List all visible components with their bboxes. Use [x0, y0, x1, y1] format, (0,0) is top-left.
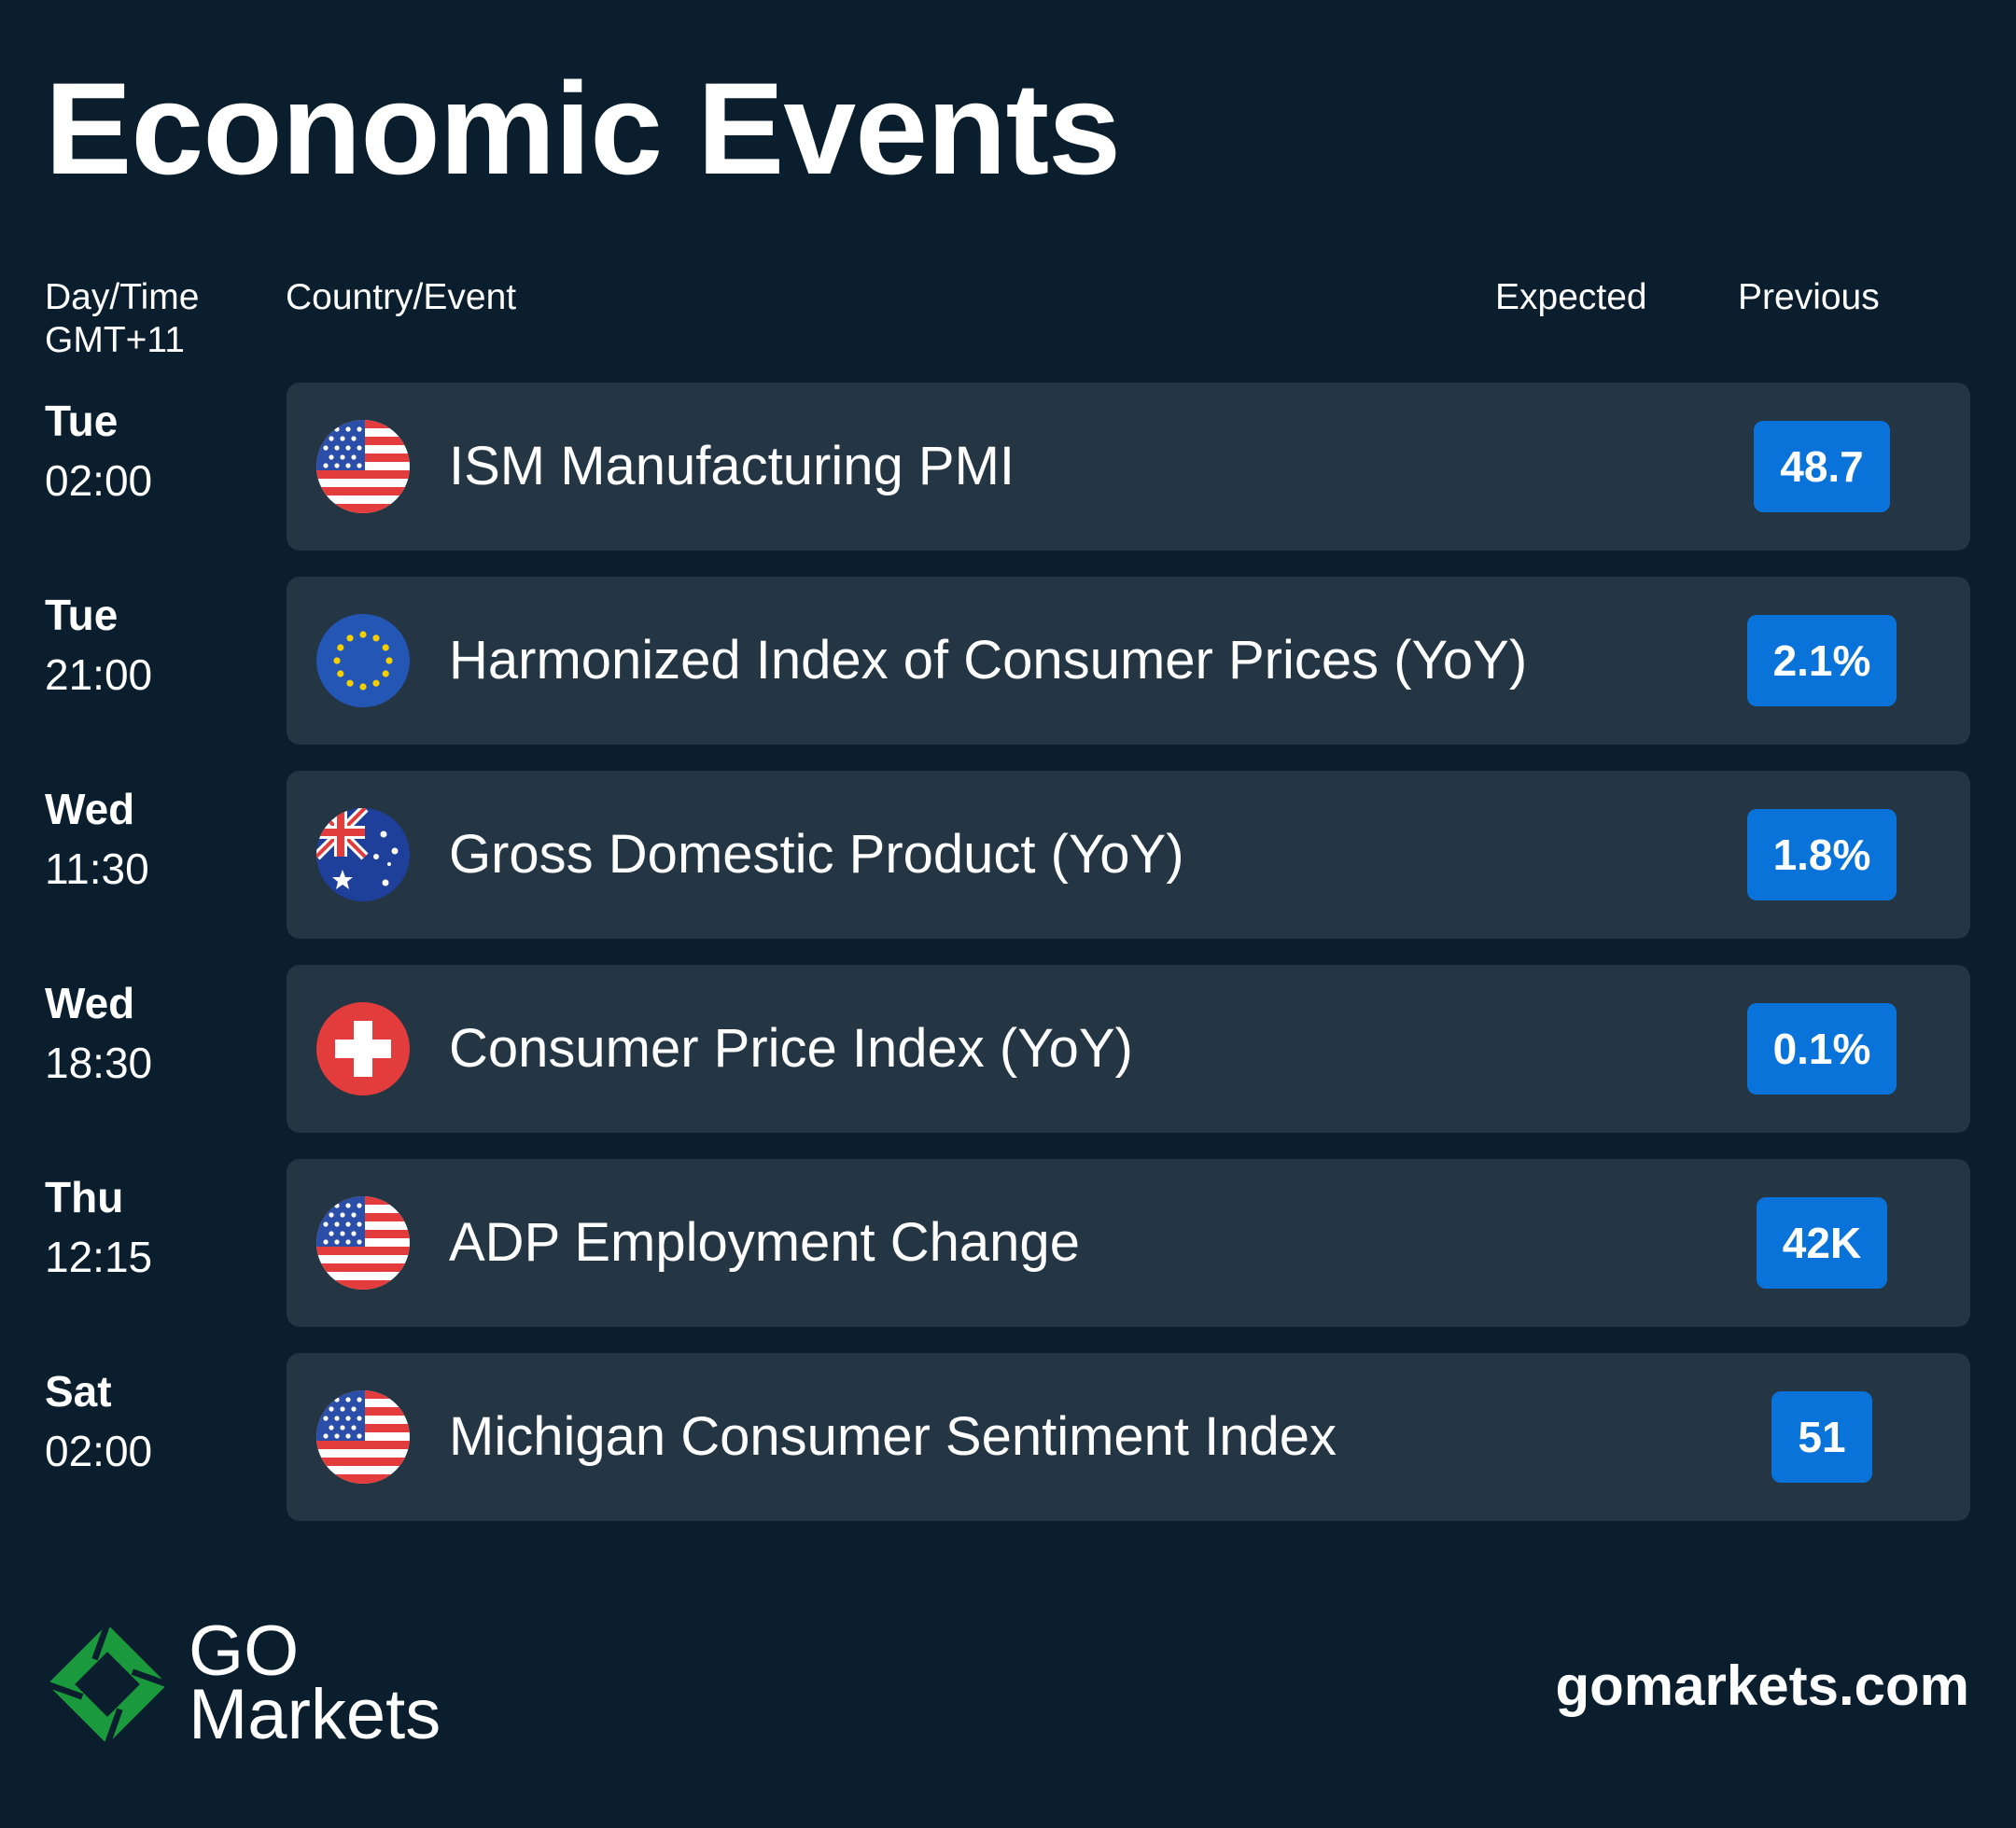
event-time: 11:30 — [45, 844, 149, 893]
column-header-country-event: Country/Event — [286, 277, 517, 317]
brand-wordmark: GO Markets — [189, 1612, 441, 1754]
previous-value-badge: 0.1% — [1746, 1003, 1897, 1095]
event-time: 21:00 — [45, 650, 153, 699]
us-flag-icon — [316, 1390, 410, 1484]
event-time-cell: Tue 21:00 — [45, 593, 269, 696]
column-header-day-time: Day/Time GMT+11 — [45, 276, 199, 362]
eu-flag-icon — [316, 614, 410, 707]
event-time: 12:15 — [45, 1233, 153, 1281]
previous-value-badge: 42K — [1756, 1197, 1888, 1289]
event-time-cell: Sat 02:00 — [45, 1370, 269, 1472]
event-time: 02:00 — [45, 456, 153, 505]
event-name: Consumer Price Index (YoY) — [449, 1018, 1133, 1079]
previous-cell: 42K — [1744, 1159, 1899, 1327]
brand-line-markets: Markets — [189, 1675, 441, 1754]
column-header-previous: Previous — [1738, 277, 1880, 317]
previous-cell: 51 — [1744, 1353, 1899, 1521]
event-card: Gross Domestic Product (YoY) 1.8% — [287, 771, 1970, 939]
event-name: Michigan Consumer Sentiment Index — [449, 1406, 1337, 1467]
event-card: Harmonized Index of Consumer Prices (YoY… — [287, 577, 1970, 745]
previous-cell: 1.8% — [1744, 771, 1899, 939]
event-time: 18:30 — [45, 1039, 153, 1087]
column-header-day-time-label: Day/Time — [45, 277, 200, 317]
event-name: Harmonized Index of Consumer Prices (YoY… — [449, 630, 1528, 691]
website-link[interactable]: gomarkets.com — [1555, 1654, 1970, 1717]
column-header-timezone: GMT+11 — [45, 320, 185, 360]
event-name: ADP Employment Change — [449, 1212, 1080, 1273]
go-markets-logo-icon — [45, 1622, 170, 1747]
brand-line-go: GO — [189, 1612, 300, 1691]
previous-cell: 0.1% — [1744, 965, 1899, 1133]
event-card: Michigan Consumer Sentiment Index 51 — [287, 1353, 1970, 1521]
event-time: 02:00 — [45, 1427, 153, 1475]
previous-cell: 48.7 — [1744, 383, 1899, 551]
event-time-cell: Thu 12:15 — [45, 1176, 269, 1278]
us-flag-icon — [316, 420, 410, 513]
previous-value-badge: 48.7 — [1754, 421, 1890, 512]
event-day: Tue — [45, 591, 119, 639]
ch-flag-icon — [316, 1002, 410, 1095]
event-card: ISM Manufacturing PMI 48.7 — [287, 383, 1970, 551]
event-day: Wed — [45, 785, 135, 833]
event-day: Sat — [45, 1367, 112, 1416]
page-title: Economic Events — [45, 55, 1121, 202]
event-day: Thu — [45, 1173, 124, 1221]
event-day: Wed — [45, 979, 135, 1027]
previous-value-badge: 2.1% — [1746, 615, 1897, 706]
previous-value-badge: 51 — [1771, 1391, 1872, 1483]
previous-value-badge: 1.8% — [1746, 809, 1897, 900]
column-header-expected: Expected — [1495, 277, 1647, 317]
event-card: Consumer Price Index (YoY) 0.1% — [287, 965, 1970, 1133]
event-name: ISM Manufacturing PMI — [449, 436, 1015, 496]
event-time-cell: Wed 11:30 — [45, 788, 269, 890]
us-flag-icon — [316, 1196, 410, 1290]
event-name: Gross Domestic Product (YoY) — [449, 824, 1184, 885]
event-day: Tue — [45, 397, 119, 445]
previous-cell: 2.1% — [1744, 577, 1899, 745]
au-flag-icon — [316, 808, 410, 901]
event-time-cell: Tue 02:00 — [45, 399, 269, 502]
event-card: ADP Employment Change 42K — [287, 1159, 1970, 1327]
event-time-cell: Wed 18:30 — [45, 982, 269, 1084]
